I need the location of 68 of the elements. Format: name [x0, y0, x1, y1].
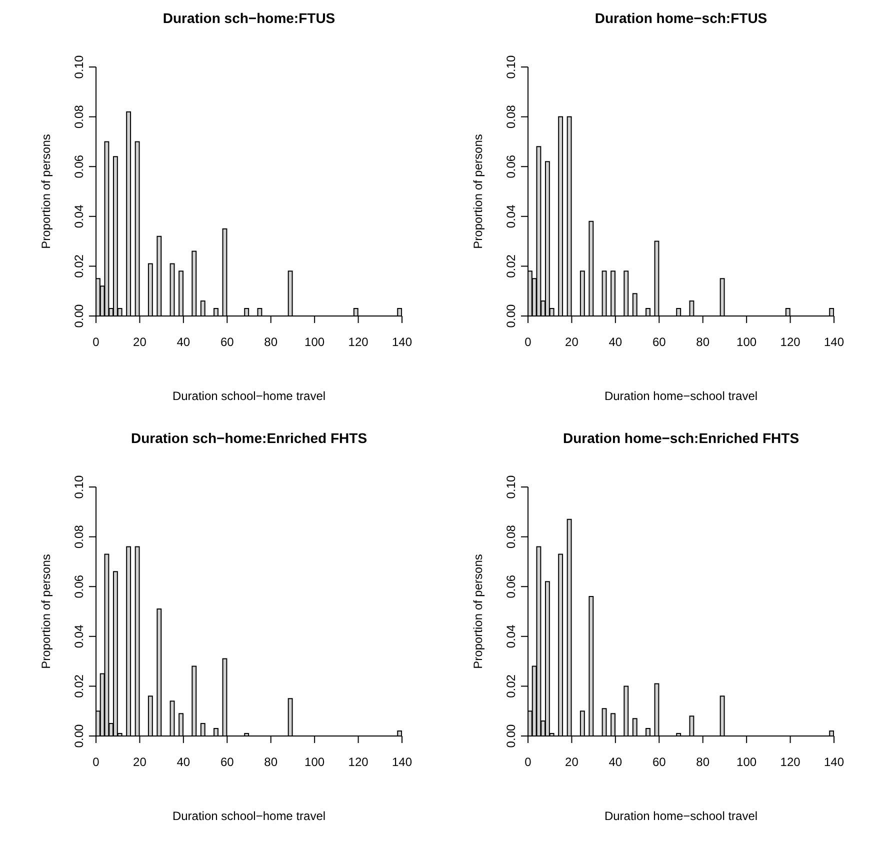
x-tick-label: 20: [133, 334, 147, 349]
y-tick-label: 0.04: [504, 204, 518, 228]
x-tick-label: 20: [565, 334, 579, 349]
x-tick-label: 100: [736, 754, 757, 769]
x-tick-label: 140: [392, 754, 412, 769]
y-axis-title: Proportion of persons: [39, 554, 53, 669]
y-axis-title: Proportion of persons: [471, 554, 485, 669]
x-axis-title: Duration home−school travel: [604, 389, 758, 403]
y-tick-label: 0.06: [504, 154, 518, 178]
x-tick-label: 40: [608, 334, 622, 349]
x-tick-label: 40: [608, 754, 622, 769]
chart-title: Duration sch−home:FTUS: [162, 10, 336, 26]
x-tick-label: 20: [133, 754, 147, 769]
x-tick-label: 0: [524, 334, 532, 349]
y-tick-label: 0.08: [504, 524, 518, 548]
x-tick-label: 80: [264, 754, 278, 769]
chart-title: Duration home−sch:Enriched FHTS: [562, 430, 800, 446]
x-tick-label: 20: [565, 754, 579, 769]
x-tick-label: 120: [348, 334, 369, 349]
x-tick-label: 120: [780, 754, 801, 769]
y-tick-label: 0.04: [72, 204, 86, 228]
y-tick-label: 0.06: [504, 574, 518, 598]
x-tick-label: 60: [220, 334, 234, 349]
y-tick-label: 0.10: [504, 475, 518, 499]
y-tick-label: 0.08: [504, 104, 518, 128]
x-tick-label: 140: [824, 334, 844, 349]
chart-title: Duration sch−home:Enriched FHTS: [130, 430, 368, 446]
x-tick-label: 80: [696, 334, 710, 349]
y-tick-label: 0.08: [72, 104, 86, 128]
x-tick-label: 140: [824, 754, 844, 769]
x-axis-title: Duration school−home travel: [172, 389, 326, 403]
y-tick-label: 0.04: [504, 624, 518, 648]
x-tick-label: 100: [304, 334, 325, 349]
x-tick-label: 120: [780, 334, 801, 349]
x-tick-label: 40: [176, 334, 190, 349]
y-tick-label: 0.02: [504, 674, 518, 698]
y-tick-label: 0.10: [504, 55, 518, 79]
x-tick-label: 0: [92, 754, 100, 769]
y-tick-label: 0.10: [72, 55, 86, 79]
y-tick-label: 0.08: [72, 524, 86, 548]
y-tick-label: 0.02: [72, 254, 86, 278]
x-tick-label: 120: [348, 754, 369, 769]
x-tick-label: 100: [736, 334, 757, 349]
y-tick-label: 0.02: [504, 254, 518, 278]
y-tick-label: 0.06: [72, 574, 86, 598]
y-tick-label: 0.00: [72, 304, 86, 328]
y-tick-label: 0.00: [504, 304, 518, 328]
x-tick-label: 40: [176, 754, 190, 769]
x-tick-label: 80: [264, 334, 278, 349]
y-axis-title: Proportion of persons: [471, 134, 485, 249]
y-tick-label: 0.06: [72, 154, 86, 178]
y-tick-label: 0.00: [504, 724, 518, 748]
y-tick-label: 0.02: [72, 674, 86, 698]
y-tick-label: 0.10: [72, 475, 86, 499]
x-tick-label: 100: [304, 754, 325, 769]
x-axis-title: Duration school−home travel: [172, 809, 326, 823]
y-tick-label: 0.00: [72, 724, 86, 748]
x-tick-label: 60: [652, 334, 666, 349]
x-tick-label: 0: [524, 754, 532, 769]
y-tick-label: 0.04: [72, 624, 86, 648]
y-axis-title: Proportion of persons: [39, 134, 53, 249]
x-tick-label: 0: [92, 334, 100, 349]
chart-title: Duration home−sch:FTUS: [594, 10, 768, 26]
x-tick-label: 140: [392, 334, 412, 349]
x-tick-label: 60: [220, 754, 234, 769]
x-tick-label: 80: [696, 754, 710, 769]
x-tick-label: 60: [652, 754, 666, 769]
x-axis-title: Duration home−school travel: [604, 809, 758, 823]
